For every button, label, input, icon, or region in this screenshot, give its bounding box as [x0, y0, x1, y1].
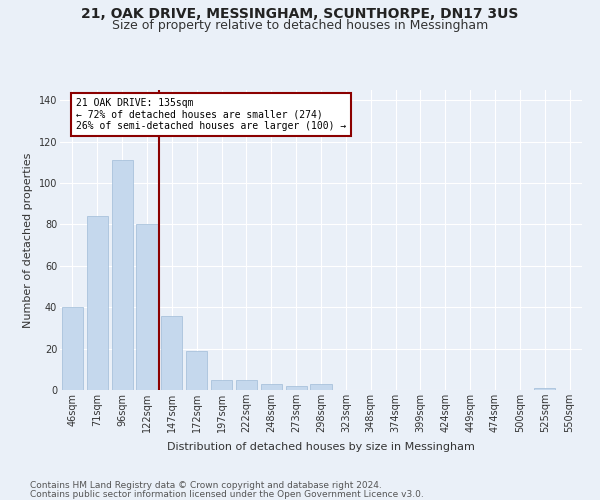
- Bar: [87, 216, 108, 390]
- Bar: [186, 350, 207, 390]
- Bar: [112, 160, 133, 390]
- Bar: [236, 380, 257, 390]
- Text: Distribution of detached houses by size in Messingham: Distribution of detached houses by size …: [167, 442, 475, 452]
- Bar: [161, 316, 182, 390]
- Bar: [261, 384, 282, 390]
- Text: 21 OAK DRIVE: 135sqm
← 72% of detached houses are smaller (274)
26% of semi-deta: 21 OAK DRIVE: 135sqm ← 72% of detached h…: [76, 98, 346, 130]
- Y-axis label: Number of detached properties: Number of detached properties: [23, 152, 33, 328]
- Text: 21, OAK DRIVE, MESSINGHAM, SCUNTHORPE, DN17 3US: 21, OAK DRIVE, MESSINGHAM, SCUNTHORPE, D…: [82, 8, 518, 22]
- Bar: [286, 386, 307, 390]
- Bar: [211, 380, 232, 390]
- Bar: [136, 224, 158, 390]
- Text: Contains HM Land Registry data © Crown copyright and database right 2024.: Contains HM Land Registry data © Crown c…: [30, 481, 382, 490]
- Bar: [534, 388, 555, 390]
- Bar: [62, 307, 83, 390]
- Text: Size of property relative to detached houses in Messingham: Size of property relative to detached ho…: [112, 19, 488, 32]
- Bar: [310, 384, 332, 390]
- Text: Contains public sector information licensed under the Open Government Licence v3: Contains public sector information licen…: [30, 490, 424, 499]
